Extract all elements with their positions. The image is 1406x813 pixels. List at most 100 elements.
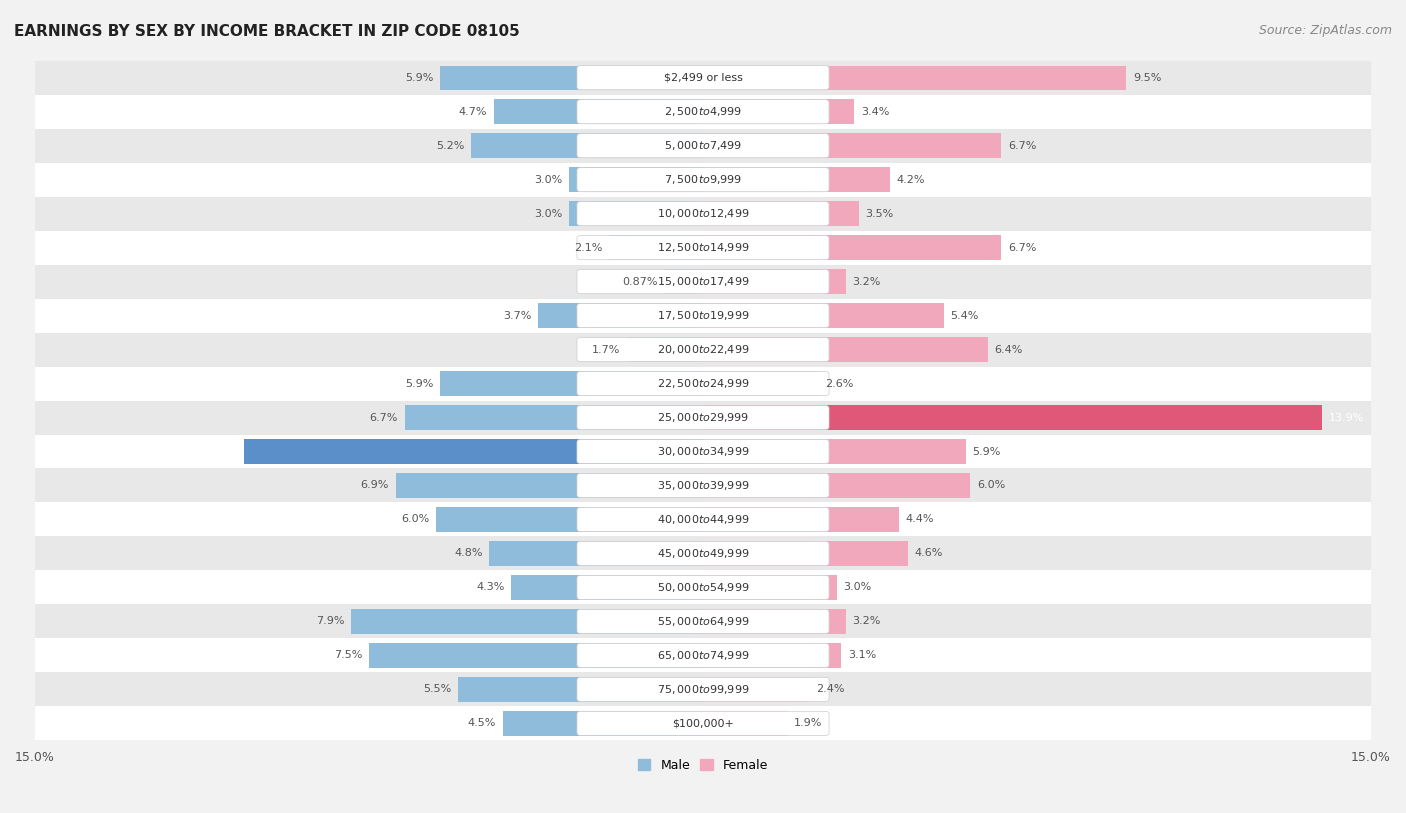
Bar [494, 99, 703, 124]
Text: 5.4%: 5.4% [950, 311, 979, 320]
Bar [35, 706, 1371, 741]
Bar [35, 468, 1371, 502]
FancyBboxPatch shape [576, 133, 830, 158]
Text: 1.7%: 1.7% [592, 345, 620, 354]
Bar [609, 236, 703, 260]
Text: 6.7%: 6.7% [1008, 141, 1036, 150]
Text: 1.9%: 1.9% [794, 719, 823, 728]
FancyBboxPatch shape [576, 711, 830, 736]
Text: 6.0%: 6.0% [977, 480, 1005, 490]
Text: 0.87%: 0.87% [621, 276, 658, 287]
Text: 3.7%: 3.7% [503, 311, 531, 320]
Text: $30,000 to $34,999: $30,000 to $34,999 [657, 445, 749, 458]
Bar [352, 609, 703, 633]
Bar [703, 269, 845, 293]
Text: 9.5%: 9.5% [1133, 72, 1161, 83]
Text: 4.3%: 4.3% [477, 582, 505, 593]
Bar [703, 473, 970, 498]
Bar [440, 66, 703, 90]
Bar [35, 638, 1371, 672]
Text: 3.2%: 3.2% [852, 616, 880, 626]
Bar [703, 711, 787, 736]
Text: EARNINGS BY SEX BY INCOME BRACKET IN ZIP CODE 08105: EARNINGS BY SEX BY INCOME BRACKET IN ZIP… [14, 24, 520, 39]
Text: 4.2%: 4.2% [897, 175, 925, 185]
Text: $17,500 to $19,999: $17,500 to $19,999 [657, 309, 749, 322]
Text: $5,000 to $7,499: $5,000 to $7,499 [664, 139, 742, 152]
Text: 2.6%: 2.6% [825, 379, 853, 389]
Bar [703, 609, 845, 633]
FancyBboxPatch shape [576, 473, 830, 498]
Bar [35, 502, 1371, 537]
Text: 3.4%: 3.4% [860, 107, 890, 117]
Text: 3.0%: 3.0% [844, 582, 872, 593]
Text: $15,000 to $17,499: $15,000 to $17,499 [657, 275, 749, 288]
Bar [703, 133, 1001, 158]
Bar [703, 575, 837, 600]
Text: $10,000 to $12,499: $10,000 to $12,499 [657, 207, 749, 220]
Bar [703, 643, 841, 667]
Bar [405, 406, 703, 430]
Bar [703, 236, 1001, 260]
Text: 4.8%: 4.8% [454, 549, 482, 559]
Text: $22,500 to $24,999: $22,500 to $24,999 [657, 377, 749, 390]
Bar [569, 202, 703, 226]
FancyBboxPatch shape [576, 677, 830, 702]
Bar [703, 439, 966, 463]
Bar [471, 133, 703, 158]
Bar [245, 439, 703, 463]
Text: 2.4%: 2.4% [817, 685, 845, 694]
Text: $55,000 to $64,999: $55,000 to $64,999 [657, 615, 749, 628]
FancyBboxPatch shape [576, 66, 830, 89]
Bar [703, 406, 1322, 430]
Text: 6.9%: 6.9% [360, 480, 389, 490]
Text: $45,000 to $49,999: $45,000 to $49,999 [657, 547, 749, 560]
Bar [703, 99, 855, 124]
Text: $25,000 to $29,999: $25,000 to $29,999 [657, 411, 749, 424]
Text: 6.4%: 6.4% [994, 345, 1024, 354]
Bar [35, 197, 1371, 231]
Text: $100,000+: $100,000+ [672, 719, 734, 728]
Bar [35, 604, 1371, 638]
Bar [436, 507, 703, 532]
Text: 5.9%: 5.9% [405, 379, 433, 389]
FancyBboxPatch shape [576, 202, 830, 226]
Text: 3.0%: 3.0% [534, 209, 562, 219]
Bar [35, 401, 1371, 434]
Bar [35, 333, 1371, 367]
Bar [489, 541, 703, 566]
Bar [627, 337, 703, 362]
Text: 13.9%: 13.9% [1329, 412, 1364, 423]
FancyBboxPatch shape [576, 440, 830, 463]
FancyBboxPatch shape [576, 507, 830, 532]
Text: 5.9%: 5.9% [405, 72, 433, 83]
Bar [703, 66, 1126, 90]
Bar [569, 167, 703, 192]
Bar [35, 264, 1371, 298]
FancyBboxPatch shape [576, 643, 830, 667]
Bar [440, 372, 703, 396]
Bar [368, 643, 703, 667]
Bar [703, 507, 898, 532]
Text: 2.1%: 2.1% [575, 242, 603, 253]
Bar [502, 711, 703, 736]
Bar [35, 61, 1371, 95]
Legend: Male, Female: Male, Female [633, 754, 773, 777]
FancyBboxPatch shape [576, 372, 830, 396]
Text: 7.5%: 7.5% [333, 650, 363, 660]
FancyBboxPatch shape [576, 100, 830, 124]
Bar [703, 372, 818, 396]
Bar [395, 473, 703, 498]
Text: $50,000 to $54,999: $50,000 to $54,999 [657, 581, 749, 594]
Bar [35, 163, 1371, 197]
Text: 6.7%: 6.7% [1008, 242, 1036, 253]
Bar [35, 571, 1371, 604]
Text: $2,499 or less: $2,499 or less [664, 72, 742, 83]
Text: 3.5%: 3.5% [866, 209, 894, 219]
Text: 10.3%: 10.3% [202, 446, 238, 457]
Bar [35, 537, 1371, 571]
Bar [35, 95, 1371, 128]
FancyBboxPatch shape [576, 303, 830, 328]
Text: $40,000 to $44,999: $40,000 to $44,999 [657, 513, 749, 526]
Text: $35,000 to $39,999: $35,000 to $39,999 [657, 479, 749, 492]
Text: 5.5%: 5.5% [423, 685, 451, 694]
